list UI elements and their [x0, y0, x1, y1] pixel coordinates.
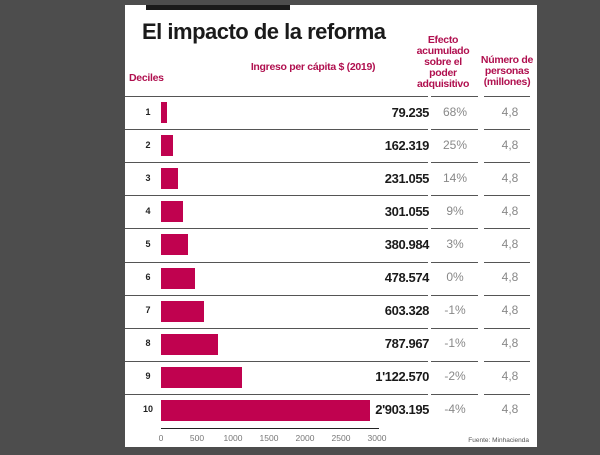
efecto-value: 25% — [442, 137, 468, 152]
source-note: Fuente: Minhacienda — [468, 437, 529, 444]
personas-value: 4,8 — [501, 336, 519, 351]
x-tick-label: 1500 — [259, 433, 279, 443]
x-axis-line — [161, 428, 379, 429]
decile-label: 6 — [145, 272, 151, 283]
row-separator — [125, 360, 428, 362]
x-tick-label: 2000 — [295, 433, 315, 443]
row-separator — [125, 195, 428, 197]
row-separator — [484, 228, 530, 230]
bar-decile-8 — [161, 333, 218, 355]
value-label: 1'122.570 — [375, 369, 429, 385]
row-separator — [125, 261, 428, 263]
decile-label: 8 — [145, 338, 151, 349]
personas-value: 4,8 — [501, 270, 519, 285]
decile-label: 5 — [145, 238, 151, 249]
infographic-panel: El impacto de la reforma Deciles Ingreso… — [125, 5, 537, 447]
personas-value: 4,8 — [501, 104, 519, 119]
row-separator — [484, 327, 530, 329]
decile-label: 1 — [145, 106, 151, 117]
header-ingreso: Ingreso per cápita $ (2019) — [250, 61, 376, 73]
decile-label: 2 — [145, 139, 151, 150]
bar-decile-4 — [161, 201, 183, 223]
chart-title: El impacto de la reforma — [142, 19, 386, 44]
row-separator — [125, 228, 428, 230]
row-separator — [431, 129, 478, 131]
row-separator — [125, 129, 428, 131]
efecto-value: -1% — [444, 336, 466, 351]
header-deciles: Deciles — [129, 72, 164, 84]
efecto-value: 68% — [442, 104, 468, 119]
x-tick-label: 2500 — [331, 433, 351, 443]
row-separator — [125, 393, 428, 395]
x-tick-label: 1000 — [223, 433, 243, 443]
value-label: 301.055 — [384, 203, 430, 219]
personas-value: 4,8 — [501, 170, 519, 185]
bar-decile-10 — [161, 399, 371, 421]
row-separator — [125, 162, 428, 164]
value-label: 787.967 — [384, 336, 430, 352]
decile-label: 9 — [145, 371, 151, 382]
decile-label: 10 — [142, 404, 153, 415]
header-personas: Número de personas (millones) — [480, 54, 534, 88]
efecto-value: 3% — [446, 236, 464, 251]
x-tick-label: 3000 — [367, 433, 387, 443]
value-label: 2'903.195 — [375, 402, 429, 418]
top-accent-bar — [146, 5, 290, 10]
value-label: 603.328 — [384, 303, 430, 319]
row-separator — [431, 360, 478, 362]
row-separator — [431, 327, 478, 329]
efecto-value: 9% — [446, 203, 464, 218]
row-separator — [431, 393, 478, 395]
header-efecto: Efecto acumulado sobre el poder adquisit… — [416, 34, 470, 90]
x-tick-label: 0 — [158, 433, 164, 443]
bar-decile-1 — [161, 102, 167, 124]
personas-value: 4,8 — [501, 369, 519, 384]
row-separator — [484, 294, 530, 296]
decile-label: 3 — [145, 172, 151, 183]
value-label: 79.235 — [391, 104, 430, 120]
row-separator — [431, 96, 478, 97]
bar-decile-9 — [161, 366, 242, 388]
row-separator — [431, 261, 478, 263]
row-separator — [431, 195, 478, 197]
row-separator — [484, 96, 530, 97]
row-separator — [431, 294, 478, 296]
personas-value: 4,8 — [501, 303, 519, 318]
value-label: 162.319 — [384, 137, 430, 153]
bar-decile-5 — [161, 234, 189, 256]
row-separator — [484, 129, 530, 131]
value-label: 380.984 — [384, 236, 430, 252]
row-separator — [484, 261, 530, 263]
x-tick-label: 500 — [189, 433, 205, 443]
bar-decile-2 — [161, 135, 173, 157]
efecto-value: -4% — [444, 402, 466, 417]
value-label: 231.055 — [384, 170, 430, 186]
row-separator — [484, 360, 530, 362]
personas-value: 4,8 — [501, 236, 519, 251]
row-separator — [125, 327, 428, 329]
row-separator — [484, 162, 530, 164]
efecto-value: 14% — [442, 170, 468, 185]
row-separator — [431, 162, 478, 164]
decile-label: 7 — [145, 305, 151, 316]
row-separator — [484, 393, 530, 395]
personas-value: 4,8 — [501, 137, 519, 152]
efecto-value: 0% — [446, 270, 464, 285]
efecto-value: -1% — [444, 303, 466, 318]
personas-value: 4,8 — [501, 402, 519, 417]
efecto-value: -2% — [444, 369, 466, 384]
bar-decile-3 — [161, 168, 178, 190]
decile-label: 4 — [145, 205, 151, 216]
bar-decile-6 — [161, 267, 196, 289]
personas-value: 4,8 — [501, 203, 519, 218]
row-separator — [431, 228, 478, 230]
row-separator — [125, 96, 428, 97]
bar-decile-7 — [161, 300, 205, 322]
row-separator — [484, 195, 530, 197]
row-separator — [125, 294, 428, 296]
value-label: 478.574 — [384, 270, 430, 286]
